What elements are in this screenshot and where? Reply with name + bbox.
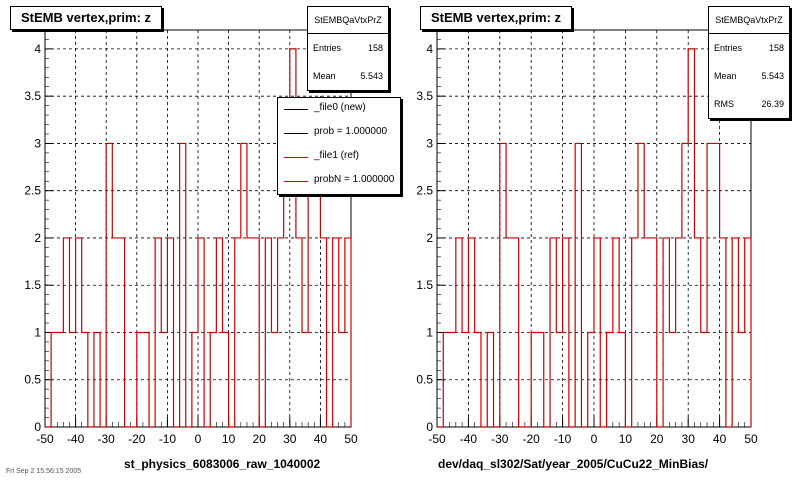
x-tick-label: -30 — [491, 432, 509, 446]
stats-entries-value: 158 — [367, 43, 383, 53]
x-tick-label: -10 — [554, 432, 572, 446]
y-tick-label: 0.5 — [24, 373, 41, 387]
stats-entries-label: Entries — [714, 43, 743, 53]
legend-label: _file0 (new) — [314, 102, 366, 113]
stats-mean-row: Mean 5.543 — [308, 62, 388, 90]
legend-entry: _file1 (ref) — [278, 146, 400, 168]
x-tick-label: 20 — [253, 432, 267, 446]
y-tick-label: 0 — [426, 420, 433, 434]
stats-entries-row: Entries 158 — [709, 34, 789, 62]
stats-rms-row: RMS 26.39 — [709, 90, 789, 118]
y-tick-label: 3.5 — [24, 89, 41, 103]
stats-rms-value: 26.39 — [761, 99, 784, 109]
x-tick-label: -40 — [67, 432, 85, 446]
y-tick-label: 4 — [34, 42, 41, 56]
legend: _file0 (new) prob = 1.000000 _file1 (ref… — [277, 97, 401, 195]
stats-mean-label: Mean — [714, 71, 737, 81]
y-tick-label: 2.5 — [24, 184, 41, 198]
x-tick-label: -30 — [98, 432, 116, 446]
legend-line — [284, 157, 308, 158]
stats-box: StEMBQaVtxPrZ Entries 158 Mean 5.543 — [307, 6, 389, 91]
x-tick-label: -10 — [159, 432, 177, 446]
x-tick-label: 10 — [222, 432, 236, 446]
stats-name: StEMBQaVtxPrZ — [308, 7, 388, 34]
stats-name: StEMBQaVtxPrZ — [709, 7, 789, 34]
x-tick-label: 30 — [682, 432, 696, 446]
x-tick-label: 50 — [744, 432, 758, 446]
x-tick-label: -20 — [523, 432, 541, 446]
legend-label: probN = 1.000000 — [314, 174, 395, 185]
histogram-pad-right: 0 0.5 1 1.5 2 2.5 3 3.5 4 -50 -40 -30 -20 -10 0 10 20 30 4… — [400, 0, 800, 480]
x-tick-label: 10 — [619, 432, 633, 446]
x-tick-label: 30 — [283, 432, 297, 446]
legend-line — [284, 109, 308, 110]
histogram-series — [437, 48, 752, 428]
plot-title: StEMB vertex,prim: z — [420, 6, 573, 30]
x-tick-label: 50 — [344, 432, 358, 446]
x-tick-label: -50 — [36, 432, 54, 446]
legend-entry: probN = 1.000000 — [278, 170, 400, 192]
y-tick-label: 1.5 — [24, 278, 41, 292]
y-tick-label: 4 — [426, 42, 433, 56]
stats-mean-label: Mean — [313, 71, 336, 81]
y-tick-label: 1.5 — [416, 278, 433, 292]
plot-title: StEMB vertex,prim: z — [10, 6, 163, 30]
histogram-series — [45, 48, 352, 428]
y-tick-label: 3.5 — [416, 89, 433, 103]
histogram-pad-left: 0 0.5 1 1.5 2 2.5 3 3.5 4 -50 -40 -30 -20 -10 0 10 20 30 4… — [10, 6, 401, 471]
y-tick-label: 2 — [34, 231, 41, 245]
histogram-plot-left: 0 0.5 1 1.5 2 2.5 3 3.5 4 -50 -40 -30 -20 -10 0 10 20 30 4… — [24, 29, 358, 446]
stats-entries-row: Entries 158 — [308, 34, 388, 62]
y-tick-label: 3 — [426, 136, 433, 150]
legend-label: _file1 (ref) — [314, 150, 360, 161]
y-tick-label: 0.5 — [416, 373, 433, 387]
stats-mean-value: 5.543 — [761, 71, 784, 81]
y-tick-label: 1 — [34, 325, 41, 339]
y-tick-label: 1 — [426, 325, 433, 339]
stats-entries-label: Entries — [313, 43, 342, 53]
x-tick-label: 20 — [650, 432, 664, 446]
stats-mean-row: Mean 5.543 — [709, 62, 789, 90]
histogram-plot-right: 0 0.5 1 1.5 2 2.5 3 3.5 4 -50 -40 -30 -20 -10 0 10 20 30 4… — [416, 29, 758, 446]
legend-entry: prob = 1.000000 — [278, 122, 400, 144]
x-tick-label: -40 — [460, 432, 478, 446]
x-tick-label: -20 — [128, 432, 146, 446]
legend-label: prob = 1.000000 — [314, 126, 388, 137]
legend-entry: _file0 (new) — [278, 98, 400, 120]
stats-rms-label: RMS — [714, 99, 734, 109]
y-tick-label: 2 — [426, 231, 433, 245]
y-tick-label: 0 — [34, 420, 41, 434]
x-axis-title: st_physics_6083006_raw_1040002 — [124, 457, 321, 471]
timestamp-footer: Fri Sep 2 15:56:15 2005 — [6, 468, 82, 475]
x-tick-label: 0 — [195, 432, 202, 446]
x-axis-title: dev/daq_sl302/Sat/year_2005/CuCu22_MinBi… — [438, 457, 709, 471]
y-tick-label: 2.5 — [416, 184, 433, 198]
x-tick-label: 0 — [591, 432, 598, 446]
stats-mean-value: 5.543 — [360, 71, 383, 81]
x-tick-label: 40 — [314, 432, 328, 446]
y-tick-label: 3 — [34, 136, 41, 150]
legend-line — [284, 181, 308, 182]
legend-line — [284, 133, 308, 134]
stats-entries-value: 158 — [768, 43, 784, 53]
x-tick-label: 40 — [713, 432, 727, 446]
x-tick-label: -50 — [428, 432, 446, 446]
stats-box: StEMBQaVtxPrZ Entries 158 Mean 5.543 RMS… — [708, 6, 790, 119]
